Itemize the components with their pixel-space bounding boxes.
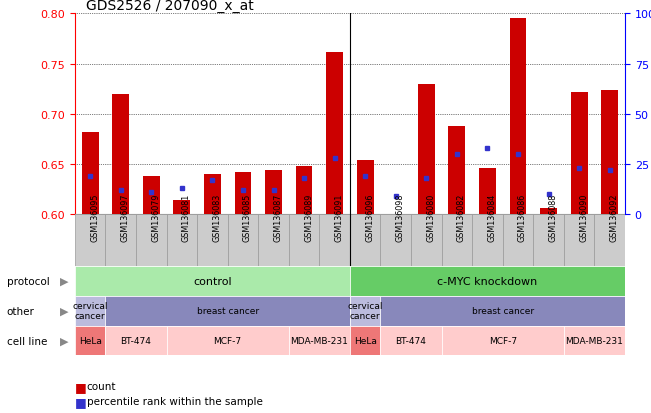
Bar: [75, 296, 105, 326]
Bar: [602, 90, 618, 215]
Text: GSM136080: GSM136080: [426, 193, 436, 242]
Bar: [564, 326, 625, 356]
Text: GSM136092: GSM136092: [610, 193, 618, 242]
Text: GSM136079: GSM136079: [151, 193, 160, 242]
Text: ■: ■: [75, 380, 87, 393]
Text: GSM136081: GSM136081: [182, 193, 191, 242]
Bar: [173, 201, 190, 215]
Bar: [75, 326, 105, 356]
Bar: [350, 296, 380, 326]
Text: breast cancer: breast cancer: [472, 306, 534, 316]
Bar: [167, 326, 289, 356]
Text: GSM136096: GSM136096: [365, 193, 374, 242]
Text: GSM136087: GSM136087: [273, 193, 283, 242]
Text: GSM136088: GSM136088: [549, 193, 557, 242]
Bar: [411, 215, 441, 266]
Bar: [540, 209, 557, 215]
Text: MCF-7: MCF-7: [489, 336, 517, 345]
Bar: [234, 173, 251, 215]
Bar: [357, 161, 374, 215]
Bar: [320, 215, 350, 266]
Text: ▶: ▶: [59, 336, 68, 346]
Bar: [472, 215, 503, 266]
Text: GSM136082: GSM136082: [457, 193, 466, 242]
Text: ▶: ▶: [59, 306, 68, 316]
Bar: [136, 215, 167, 266]
Text: c-MYC knockdown: c-MYC knockdown: [437, 276, 538, 286]
Bar: [418, 85, 435, 215]
Text: breast cancer: breast cancer: [197, 306, 258, 316]
Bar: [197, 215, 228, 266]
Bar: [441, 326, 564, 356]
Text: protocol: protocol: [7, 276, 49, 286]
Text: MDA-MB-231: MDA-MB-231: [566, 336, 624, 345]
Text: cervical
cancer: cervical cancer: [348, 301, 383, 320]
Bar: [167, 215, 197, 266]
Text: GSM136085: GSM136085: [243, 193, 252, 242]
Bar: [533, 215, 564, 266]
Bar: [289, 326, 350, 356]
Bar: [510, 19, 527, 215]
Bar: [350, 215, 380, 266]
Text: GSM136083: GSM136083: [212, 193, 221, 242]
Text: HeLa: HeLa: [353, 336, 377, 345]
Text: ■: ■: [75, 395, 87, 408]
Text: GSM136097: GSM136097: [120, 193, 130, 242]
Text: BT-474: BT-474: [396, 336, 426, 345]
Bar: [204, 175, 221, 215]
Bar: [326, 52, 343, 215]
Bar: [258, 215, 289, 266]
Text: HeLa: HeLa: [79, 336, 102, 345]
Text: count: count: [87, 381, 116, 391]
Text: percentile rank within the sample: percentile rank within the sample: [87, 396, 262, 406]
Text: GSM136090: GSM136090: [579, 193, 588, 242]
Bar: [350, 326, 380, 356]
Bar: [143, 177, 159, 215]
Text: MDA-MB-231: MDA-MB-231: [290, 336, 348, 345]
Bar: [265, 171, 282, 215]
Text: MCF-7: MCF-7: [214, 336, 242, 345]
Bar: [289, 215, 320, 266]
Bar: [105, 326, 167, 356]
Text: GSM136091: GSM136091: [335, 193, 344, 242]
Bar: [350, 266, 625, 296]
Text: ▶: ▶: [59, 276, 68, 286]
Bar: [228, 215, 258, 266]
Bar: [105, 215, 136, 266]
Bar: [449, 127, 465, 215]
Text: BT-474: BT-474: [120, 336, 152, 345]
Bar: [105, 296, 350, 326]
Bar: [564, 215, 594, 266]
Text: GDS2526 / 207090_x_at: GDS2526 / 207090_x_at: [86, 0, 254, 14]
Text: GSM136089: GSM136089: [304, 193, 313, 242]
Text: GSM136098: GSM136098: [396, 193, 405, 242]
Text: cell line: cell line: [7, 336, 47, 346]
Bar: [594, 215, 625, 266]
Bar: [75, 215, 105, 266]
Text: other: other: [7, 306, 35, 316]
Text: control: control: [193, 276, 232, 286]
Text: GSM136084: GSM136084: [488, 193, 497, 242]
Bar: [380, 215, 411, 266]
Bar: [380, 296, 625, 326]
Bar: [82, 133, 98, 215]
Bar: [296, 167, 312, 215]
Bar: [75, 266, 350, 296]
Bar: [113, 95, 129, 215]
Bar: [479, 169, 496, 215]
Bar: [503, 215, 533, 266]
Text: cervical
cancer: cervical cancer: [72, 301, 108, 320]
Text: GSM136086: GSM136086: [518, 193, 527, 242]
Bar: [380, 326, 441, 356]
Text: GSM136095: GSM136095: [90, 193, 99, 242]
Bar: [441, 215, 472, 266]
Bar: [571, 93, 587, 215]
